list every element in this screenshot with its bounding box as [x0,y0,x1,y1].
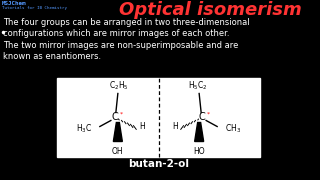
Text: mirror: mirror [148,71,169,77]
Text: Optical isomerism: Optical isomerism [119,1,301,19]
Text: $\mathregular{H_5C_2}$: $\mathregular{H_5C_2}$ [188,79,208,91]
Text: The four groups can be arranged in two three-dimensional
configurations which ar: The four groups can be arranged in two t… [3,18,250,61]
Text: *: * [119,111,123,116]
Text: $\mathregular{H_3C}$: $\mathregular{H_3C}$ [76,122,92,135]
Text: MSJChem: MSJChem [2,1,27,6]
Text: C: C [111,112,118,123]
Text: Tutorials for IB Chemistry: Tutorials for IB Chemistry [2,6,67,10]
Text: *: * [207,111,210,116]
Text: OH: OH [112,147,124,156]
Polygon shape [195,123,204,141]
Text: H: H [139,122,145,131]
Bar [57,78,260,157]
Text: $\mathregular{CH_3}$: $\mathregular{CH_3}$ [225,122,241,135]
Text: H: H [172,122,178,131]
Text: butan-2-ol: butan-2-ol [128,159,189,169]
Text: $\mathregular{C_2H_5}$: $\mathregular{C_2H_5}$ [109,79,129,91]
Text: HO: HO [193,147,205,156]
Text: C: C [199,112,205,123]
Polygon shape [113,123,122,141]
